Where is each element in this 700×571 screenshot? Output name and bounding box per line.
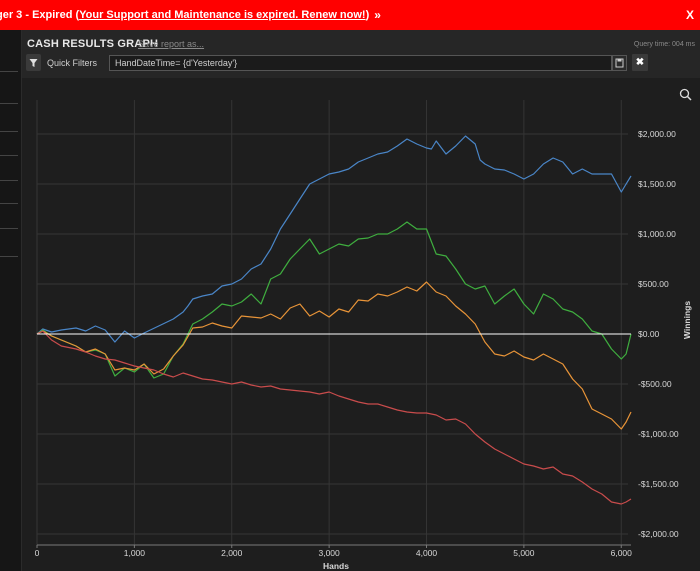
save-icon bbox=[615, 58, 624, 68]
y-tick-label: -$1,500.00 bbox=[638, 479, 679, 489]
quick-filters-label: Quick Filters bbox=[47, 58, 98, 68]
clear-filter-button[interactable]: ✖ bbox=[632, 54, 648, 71]
filter-button[interactable] bbox=[26, 54, 41, 71]
sidebar-divider bbox=[0, 155, 18, 156]
save-filter-button[interactable] bbox=[612, 55, 627, 71]
zoom-icon[interactable] bbox=[679, 88, 692, 101]
x-tick-label: 2,000 bbox=[221, 548, 243, 558]
sidebar-divider bbox=[0, 180, 18, 181]
report-header: CASH RESULTS GRAPH Save report as... Que… bbox=[22, 30, 700, 78]
x-tick-label: 5,000 bbox=[513, 548, 535, 558]
report-title: CASH RESULTS GRAPH bbox=[27, 38, 159, 50]
x-tick-label: 0 bbox=[35, 548, 40, 558]
y-tick-label: $1,500.00 bbox=[638, 179, 676, 189]
sidebar-divider bbox=[0, 256, 18, 257]
y-axis-label: Winnings bbox=[682, 301, 692, 339]
y-tick-label: $500.00 bbox=[638, 279, 669, 289]
sidebar-divider bbox=[0, 103, 18, 104]
close-banner-button[interactable]: X bbox=[685, 8, 694, 22]
left-sidebar bbox=[0, 30, 22, 571]
query-time-label: Query time: 004 ms bbox=[633, 41, 695, 48]
banner-text: ger 3 - Expired ( bbox=[0, 9, 80, 21]
x-tick-label: 3,000 bbox=[318, 548, 340, 558]
y-tick-label: -$500.00 bbox=[638, 379, 672, 389]
series-line-red bbox=[36, 330, 632, 505]
y-tick-label: -$2,000.00 bbox=[638, 529, 679, 539]
x-tick-label: 6,000 bbox=[611, 548, 633, 558]
series-line-orange bbox=[36, 281, 632, 430]
sidebar-divider bbox=[0, 228, 18, 229]
sidebar-divider bbox=[0, 203, 18, 204]
x-axis: 0 1,000 2,000 3,000 4,000 5,000 6,000 bbox=[35, 545, 633, 558]
chevron-right-icon[interactable]: » bbox=[374, 8, 381, 22]
sidebar-divider bbox=[0, 71, 18, 72]
x-tick-label: 4,000 bbox=[416, 548, 438, 558]
expiry-banner: ger 3 - Expired (Your Support and Mainte… bbox=[0, 0, 700, 30]
y-axis: $2,000.00 $1,500.00 $1,000.00 $500.00 $0.00 -… bbox=[638, 129, 679, 539]
y-tick-label: $0.00 bbox=[638, 329, 660, 339]
sidebar-divider bbox=[0, 131, 18, 132]
filter-icon bbox=[29, 59, 38, 67]
y-tick-label: -$1,000.00 bbox=[638, 429, 679, 439]
y-tick-label: $2,000.00 bbox=[638, 129, 676, 139]
save-report-link[interactable]: Save report as... bbox=[138, 39, 205, 49]
x-tick-label: 1,000 bbox=[124, 548, 146, 558]
series-line-green bbox=[36, 221, 632, 379]
chart-series bbox=[36, 135, 632, 505]
series-line-blue bbox=[36, 135, 632, 343]
renew-link[interactable]: Your Support and Maintenance is expired.… bbox=[79, 9, 366, 21]
filter-input[interactable] bbox=[109, 55, 612, 71]
chart-grid bbox=[36, 100, 628, 545]
y-tick-label: $1,000.00 bbox=[638, 229, 676, 239]
banner-text-end: ) bbox=[365, 9, 370, 21]
x-axis-label: Hands bbox=[323, 561, 349, 571]
